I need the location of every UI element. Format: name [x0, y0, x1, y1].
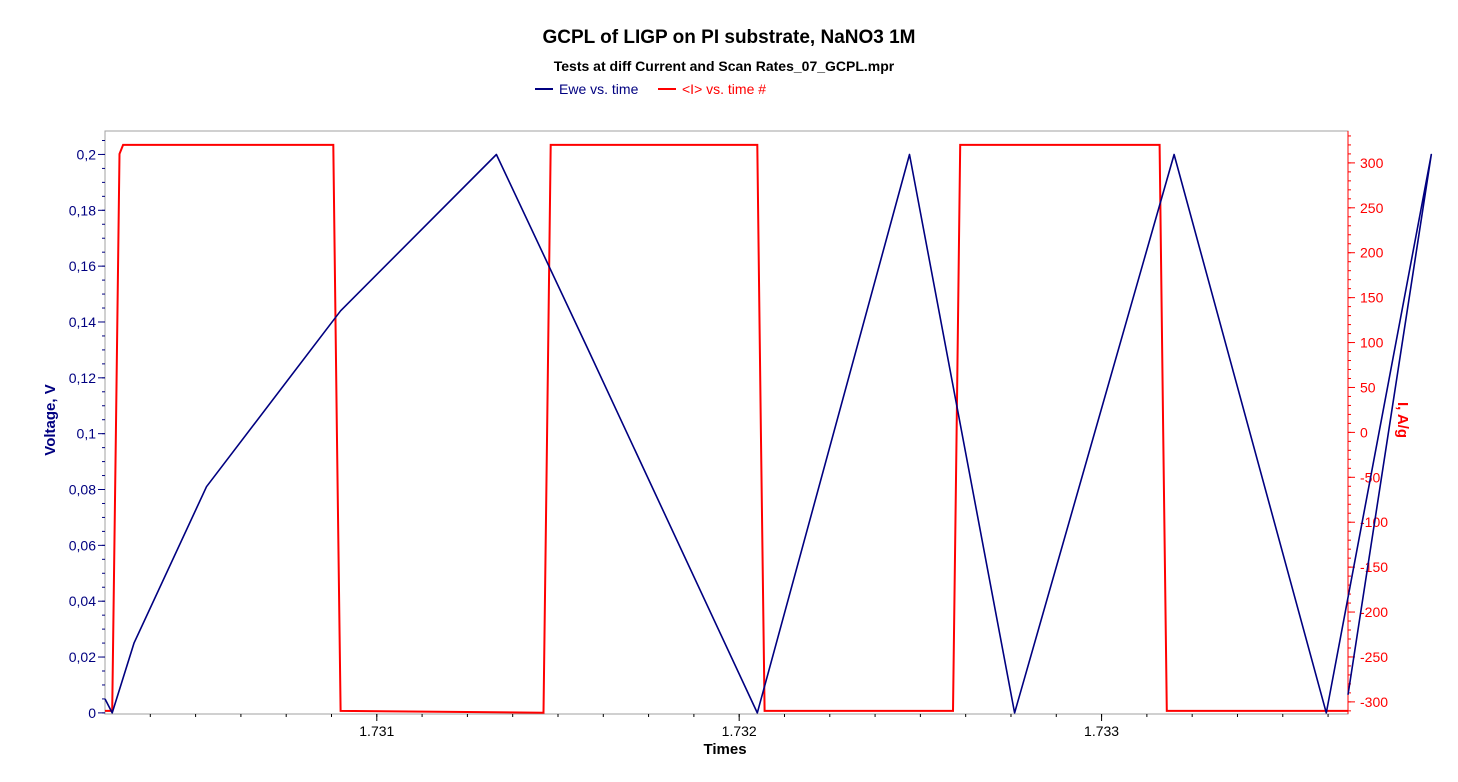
legend-label-current: <I> vs. time # — [682, 81, 766, 97]
series-current-line — [105, 143, 1348, 714]
y-tick-label-9: 0,18 — [69, 202, 96, 218]
series-ewe-line — [104, 153, 1433, 714]
x-tick-label-1: 1.732 — [722, 723, 757, 739]
y2-tick-label-7: 50 — [1360, 379, 1376, 395]
chart-subtitle: Tests at diff Current and Scan Rates_07_… — [554, 58, 895, 74]
y2-tick-label-9: 150 — [1360, 290, 1384, 306]
x-axis-title: Times — [703, 741, 746, 758]
x-tick-label-0: 1.731 — [359, 723, 394, 739]
y2-tick-label-1: -250 — [1360, 649, 1388, 665]
y2-tick-label-11: 250 — [1360, 200, 1384, 216]
y2-tick-label-8: 100 — [1360, 335, 1384, 351]
x-axis: 1.731 1.732 1.733 — [149, 714, 1329, 739]
y-tick-label-1: 0,02 — [69, 649, 96, 665]
y-tick-label-5: 0,1 — [77, 426, 97, 442]
y-tick-label-3: 0,06 — [69, 537, 96, 553]
y-axis-left: 0 0,02 0,04 0,06 0,08 0,1 0,12 0,14 0,16 0,18 0,2 — [69, 139, 105, 721]
y2-axis-title: I, A/g — [1394, 402, 1411, 438]
series-layer — [104, 143, 1433, 714]
y2-tick-label-10: 200 — [1360, 245, 1384, 261]
y-tick-label-6: 0,12 — [69, 370, 96, 386]
y-tick-label-7: 0,14 — [69, 314, 96, 330]
y-tick-label-4: 0,08 — [69, 482, 96, 498]
x-tick-label-2: 1.733 — [1084, 723, 1119, 739]
y-tick-label-2: 0,04 — [69, 593, 96, 609]
chart-title: GCPL of LIGP on PI substrate, NaNO3 1M — [542, 27, 915, 48]
y-tick-label-10: 0,2 — [77, 146, 97, 162]
legend: Ewe vs. time <I> vs. time # — [535, 81, 766, 97]
y2-tick-label-0: -300 — [1360, 694, 1388, 710]
y-axis-title: Voltage, V — [42, 384, 59, 455]
y2-tick-label-6: 0 — [1360, 424, 1368, 440]
legend-label-ewe: Ewe vs. time — [559, 81, 639, 97]
y-tick-label-8: 0,16 — [69, 258, 96, 274]
y2-tick-label-3: -150 — [1360, 559, 1388, 575]
y2-tick-label-2: -200 — [1360, 604, 1388, 620]
y-tick-label-0: 0 — [88, 705, 96, 721]
y2-tick-label-12: 300 — [1360, 155, 1384, 171]
